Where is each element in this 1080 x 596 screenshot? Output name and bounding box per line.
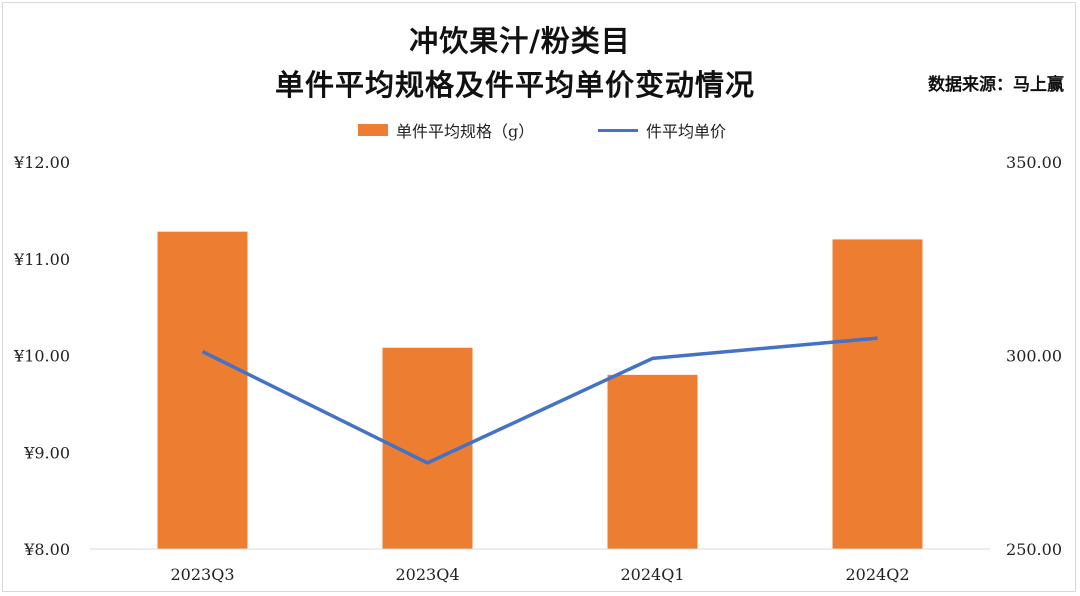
x-tick-label: 2023Q4 <box>395 565 459 584</box>
bar-2024Q2 <box>832 239 923 549</box>
data-source-label: 数据来源：马上赢 <box>928 75 1064 95</box>
legend-swatch-line <box>598 128 638 132</box>
x-tick-label: 2024Q1 <box>620 565 684 584</box>
chart-title-line1: 冲饮果汁/粉类目 <box>409 24 631 58</box>
chart-legend: 单件平均规格（g） 件平均单价 <box>0 118 1080 142</box>
legend-item-bar: 单件平均规格（g） <box>358 118 534 142</box>
legend-item-line: 件平均单价 <box>598 118 726 142</box>
series-line-price <box>201 336 878 465</box>
left-tick-label: ¥12.00 <box>13 153 70 172</box>
right-tick-label: 350.00 <box>1006 153 1062 172</box>
left-tick-label: ¥10.00 <box>13 347 70 366</box>
x-tick-label: 2023Q3 <box>170 565 234 584</box>
legend-label-line: 件平均单价 <box>646 122 727 141</box>
left-tick-label: ¥11.00 <box>13 250 70 269</box>
right-tick-label: 300.00 <box>1006 347 1062 366</box>
x-tick-label: 2024Q2 <box>845 565 909 584</box>
bar-2023Q3 <box>157 231 248 549</box>
right-tick-label: 250.00 <box>1006 540 1062 559</box>
bar-2024Q1 <box>607 374 698 549</box>
legend-label-bar: 单件平均规格（g） <box>396 122 535 141</box>
left-tick-label: ¥9.00 <box>23 443 70 462</box>
chart-title-line2: 单件平均规格及件平均单价变动情况 <box>274 68 755 102</box>
legend-swatch-bar <box>358 124 388 136</box>
left-tick-label: ¥8.00 <box>23 540 70 559</box>
